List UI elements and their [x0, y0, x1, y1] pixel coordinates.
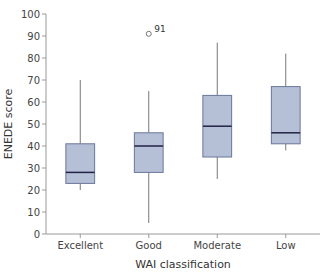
x-tick-label: Moderate — [193, 240, 241, 251]
y-tick-label: 90 — [27, 31, 40, 42]
x-tick-label: Low — [276, 240, 296, 251]
x-tick-label: Good — [136, 240, 162, 251]
y-tick-label: 0 — [34, 229, 40, 240]
y-tick-label: 40 — [27, 141, 40, 152]
upper-whisker — [285, 54, 286, 87]
y-tick-label: 50 — [27, 119, 40, 130]
y-tick — [42, 146, 46, 147]
annotation: 91 — [154, 24, 165, 34]
y-tick — [42, 234, 46, 235]
y-tick — [42, 168, 46, 169]
y-tick — [42, 102, 46, 103]
x-tick — [80, 234, 81, 238]
x-axis: Excellent Good Moderate Low — [46, 234, 320, 251]
x-tick — [217, 234, 218, 238]
x-axis-line — [46, 234, 320, 235]
y-tick-label: 80 — [27, 53, 40, 64]
y-tick — [42, 124, 46, 125]
lower-whisker — [285, 144, 286, 151]
y-tick — [42, 80, 46, 81]
median — [134, 145, 163, 147]
chart-container: 0 10 20 30 40 50 60 70 80 90 100 ENEDE score Excelle… — [0, 0, 330, 274]
box — [203, 95, 232, 157]
y-tick — [42, 212, 46, 213]
flier — [146, 31, 151, 36]
box — [66, 144, 95, 184]
lower-whisker — [80, 183, 81, 190]
y-tick-label: 70 — [27, 75, 40, 86]
y-tick — [42, 58, 46, 59]
upper-whisker — [80, 80, 81, 144]
x-tick-label: Excellent — [57, 240, 103, 251]
median — [66, 172, 95, 174]
y-tick-label: 10 — [27, 207, 40, 218]
upper-whisker — [217, 43, 218, 96]
y-axis-label: ENEDE score — [2, 88, 15, 159]
y-tick-label: 20 — [27, 185, 40, 196]
chart-svg: 0 10 20 30 40 50 60 70 80 90 100 ENEDE score Excelle… — [0, 0, 330, 274]
y-tick-label: 30 — [27, 163, 40, 174]
y-axis: 0 10 20 30 40 50 60 70 80 90 100 — [21, 9, 46, 240]
x-tick — [285, 234, 286, 238]
median — [271, 132, 300, 134]
upper-whisker — [148, 91, 149, 133]
lower-whisker — [148, 172, 149, 223]
box-group — [203, 43, 232, 179]
box-group — [134, 31, 163, 223]
x-axis-label: WAI classification — [135, 258, 231, 271]
x-tick — [148, 234, 149, 238]
box — [134, 133, 163, 173]
y-tick — [42, 14, 46, 15]
box-group — [271, 54, 300, 151]
boxes — [66, 31, 300, 223]
y-tick — [42, 36, 46, 37]
y-tick-label: 60 — [27, 97, 40, 108]
median — [203, 125, 232, 127]
box-group — [66, 80, 95, 190]
box — [271, 87, 300, 144]
y-tick — [42, 190, 46, 191]
lower-whisker — [217, 157, 218, 179]
y-tick-label: 100 — [21, 9, 40, 20]
